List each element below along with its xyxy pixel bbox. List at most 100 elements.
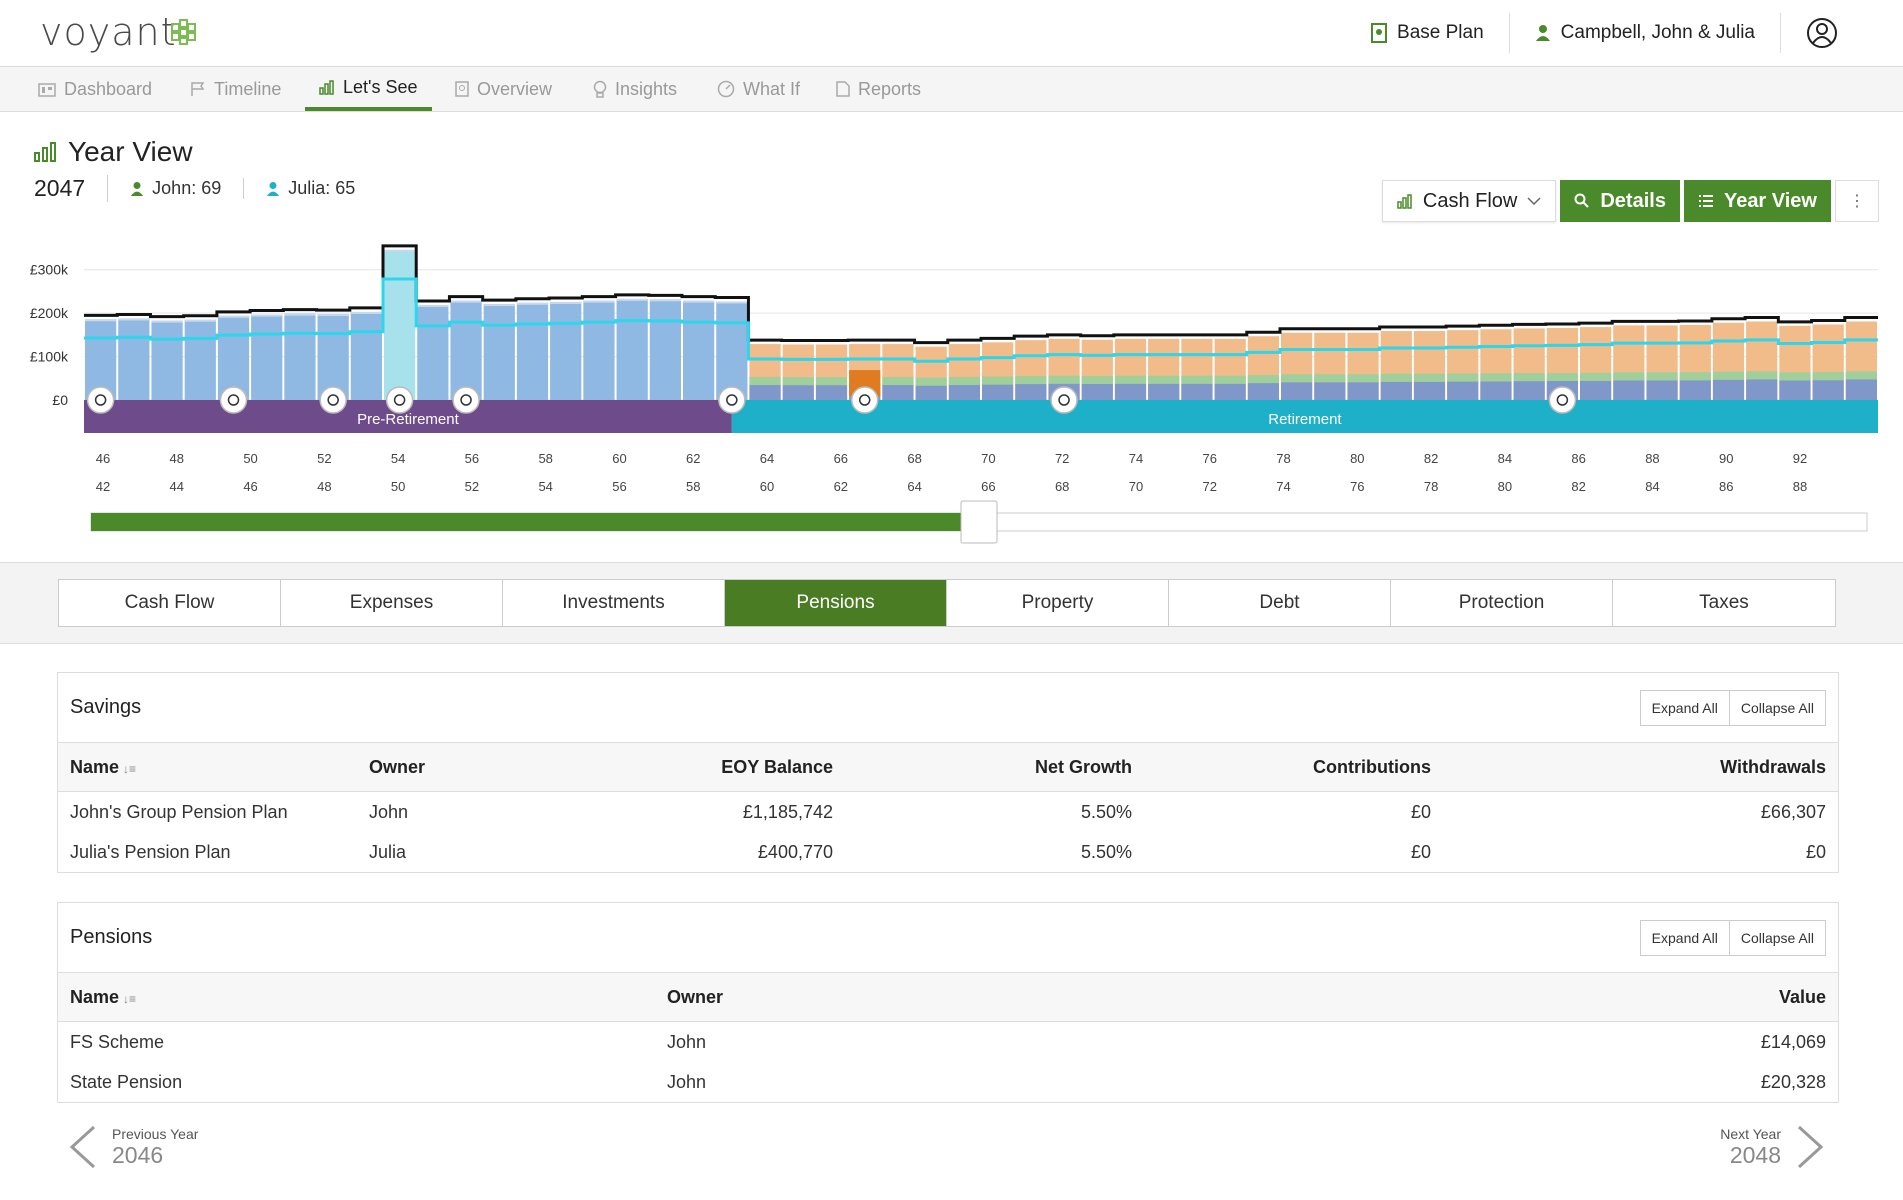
cash-flow-chart: £300k £200k £100k £0 Pre-Retirement Retiremen… xyxy=(0,225,1903,555)
chart-type-dropdown[interactable]: Cash Flow xyxy=(1381,180,1557,222)
age-tick-label: 66 xyxy=(834,451,848,466)
person-icon xyxy=(131,181,144,196)
event-marker-icon xyxy=(86,386,115,414)
col-owner[interactable]: Owner xyxy=(357,743,611,792)
bar-segment xyxy=(1845,371,1877,380)
savings-expand-all-button[interactable]: Expand All xyxy=(1651,699,1718,716)
nav-dashboard[interactable]: Dashboard xyxy=(38,67,152,111)
event-marker-icon xyxy=(219,386,248,414)
julia-age-label: Julia: 65 xyxy=(288,178,356,198)
tab-pensions[interactable]: Pensions xyxy=(725,580,947,626)
age-tick-label: 78 xyxy=(1424,479,1438,494)
col-owner[interactable]: Owner xyxy=(655,973,1215,1022)
col-eoy-balance[interactable]: EOY Balance xyxy=(611,743,845,792)
bar-segment xyxy=(1148,375,1180,384)
previous-year-link[interactable]: Previous Year 2046 xyxy=(68,1125,198,1169)
bar xyxy=(118,318,150,400)
col-value[interactable]: Value xyxy=(1214,973,1838,1022)
age-tick-label: 76 xyxy=(1350,479,1364,494)
col-withdrawals[interactable]: Withdrawals xyxy=(1443,743,1838,792)
tab-taxes[interactable]: Taxes xyxy=(1699,592,1749,613)
age-tick-label: 58 xyxy=(686,479,700,494)
nav-what-if[interactable]: What If xyxy=(717,67,800,111)
nav-overview[interactable]: Overview xyxy=(455,67,552,111)
john-age-label: John: 69 xyxy=(152,178,222,198)
col-name[interactable]: Name ↓≡ xyxy=(58,973,655,1022)
bar-cap xyxy=(483,304,515,307)
main-nav: Dashboard Timeline Let's See Overview In… xyxy=(0,67,1903,112)
bar-cap xyxy=(716,301,748,304)
next-year-link[interactable]: Next Year 2048 xyxy=(1720,1125,1825,1169)
bar-segment xyxy=(982,384,1014,400)
bar-segment xyxy=(1613,380,1645,400)
nav-label: Timeline xyxy=(214,78,282,99)
savings-title: Savings xyxy=(70,696,142,718)
pensions-title: Pensions xyxy=(70,926,153,948)
tab-expenses[interactable]: Expenses xyxy=(281,580,503,626)
top-bar: voyant Base Plan Campbell, John & Julia xyxy=(0,0,1903,67)
details-button[interactable]: Details xyxy=(1560,180,1680,222)
cell-name: John's Group Pension Plan xyxy=(70,801,288,822)
client-selector[interactable]: Campbell, John & Julia xyxy=(1508,13,1780,53)
cell-name: FS Scheme xyxy=(70,1031,165,1052)
bar-chart-icon xyxy=(34,142,56,162)
col-net-growth[interactable]: Net Growth xyxy=(845,743,1144,792)
y-tick-label: £300k xyxy=(30,262,69,278)
tab-investments[interactable]: Investments xyxy=(503,580,725,626)
bar xyxy=(550,301,582,400)
age-tick-label: 86 xyxy=(1571,451,1585,466)
bar-segment xyxy=(1214,383,1246,400)
table-row[interactable]: FS Scheme John £14,069 xyxy=(58,1022,1838,1063)
col-contributions[interactable]: Contributions xyxy=(1144,743,1443,792)
nav-reports[interactable]: Reports xyxy=(836,67,921,111)
bar xyxy=(583,300,615,400)
more-options-button[interactable]: ⋮ xyxy=(1835,180,1879,222)
pensions-collapse-all-button[interactable]: Collapse All xyxy=(1728,920,1825,955)
page-header: Year View xyxy=(34,136,193,168)
nav-label: Overview xyxy=(477,78,553,99)
details-label: Details xyxy=(1600,189,1666,212)
bar-segment xyxy=(1281,382,1313,400)
age-tick-label: 48 xyxy=(170,451,184,466)
savings-collapse-all-button[interactable]: Collapse All xyxy=(1728,690,1825,725)
bar-segment xyxy=(1048,375,1080,384)
sort-icon[interactable]: ↓≡ xyxy=(123,991,137,1006)
bar-segment xyxy=(948,377,980,386)
bar xyxy=(516,302,549,400)
bar-segment xyxy=(1081,375,1113,384)
table-row[interactable]: Julia's Pension Plan Julia £400,770 5.50… xyxy=(58,832,1838,872)
bar-segment xyxy=(1314,374,1346,383)
bar xyxy=(649,299,681,400)
nav-timeline[interactable]: Timeline xyxy=(190,67,281,111)
bar-segment xyxy=(1812,372,1844,381)
tab-property[interactable]: Property xyxy=(947,580,1169,626)
bar xyxy=(151,320,183,400)
bar-segment xyxy=(1712,371,1745,380)
age-tick-label: 46 xyxy=(243,479,257,494)
user-menu[interactable] xyxy=(1780,13,1863,53)
report-icon xyxy=(836,81,850,97)
col-name[interactable]: Name ↓≡ xyxy=(58,743,357,792)
cell-contrib: £0 xyxy=(1410,801,1431,822)
sort-icon[interactable]: ↓≡ xyxy=(123,761,137,776)
bar-segment xyxy=(1679,380,1711,400)
bar-segment xyxy=(1347,382,1379,400)
age-tick-label: 84 xyxy=(1645,479,1659,494)
table-row[interactable]: State Pension John £20,328 xyxy=(58,1062,1838,1102)
tab-protection[interactable]: Protection xyxy=(1391,580,1613,626)
nav-lets-see[interactable]: Let's See xyxy=(305,67,432,111)
year-view-button[interactable]: Year View xyxy=(1683,180,1831,222)
bar xyxy=(350,311,382,400)
table-row[interactable]: John's Group Pension Plan John £1,185,74… xyxy=(58,792,1838,833)
year-slider-handle[interactable] xyxy=(960,500,998,544)
base-plan-button[interactable]: Base Plan xyxy=(1346,13,1509,53)
pensions-expand-all-button[interactable]: Expand All xyxy=(1651,929,1718,946)
app-logo[interactable]: voyant xyxy=(40,10,177,54)
more-icon: ⋮ xyxy=(1849,193,1865,210)
bar-cap xyxy=(85,319,117,322)
tab-debt[interactable]: Debt xyxy=(1169,580,1391,626)
nav-insights[interactable]: Insights xyxy=(593,67,677,111)
julia-age: Julia: 65 xyxy=(244,178,377,199)
event-marker-glyph xyxy=(327,394,339,406)
tab-cash-flow[interactable]: Cash Flow xyxy=(59,580,281,626)
